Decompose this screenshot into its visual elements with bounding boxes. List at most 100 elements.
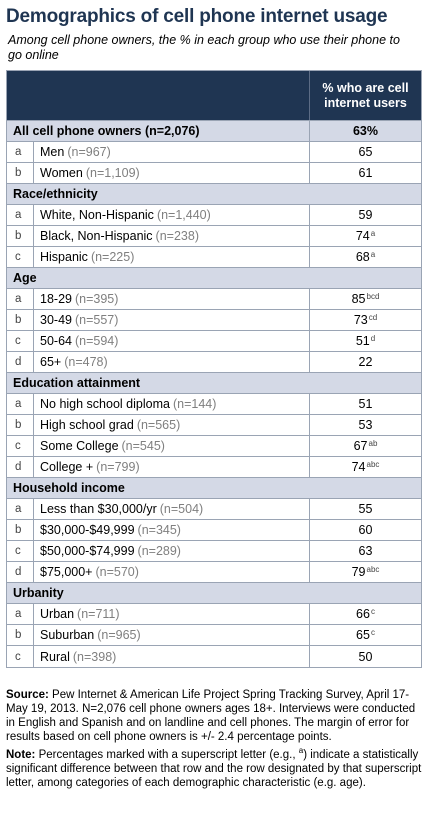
row-value: 53	[358, 418, 373, 432]
significance-superscript: d	[370, 333, 376, 343]
row-label: Some College	[40, 439, 119, 453]
row-value: 74	[351, 460, 366, 474]
table-row: a Men (n=967) 65	[7, 142, 421, 163]
significance-superscript: abc	[366, 459, 380, 469]
row-value: 51	[355, 334, 370, 348]
significance-superscript: abc	[366, 564, 380, 574]
row-label: No high school diploma	[40, 397, 170, 411]
row-label-cell: Hispanic (n=225)	[34, 247, 309, 267]
row-value-cell: 73 cd	[309, 310, 421, 330]
row-label-cell: 65+ (n=478)	[34, 352, 309, 372]
table-header: % who are cell internet users	[7, 71, 421, 121]
row-label-cell: $50,000-$74,999 (n=289)	[34, 541, 309, 561]
row-value-cell: 59	[309, 205, 421, 225]
row-value: 63	[358, 544, 373, 558]
row-label-cell: Some College (n=545)	[34, 436, 309, 456]
table-row: b Women (n=1,109) 61	[7, 163, 421, 184]
row-label: College +	[40, 460, 94, 474]
row-value: 74	[355, 229, 370, 243]
row-letter: d	[7, 457, 34, 477]
table-row: c $50,000-$74,999 (n=289) 63	[7, 541, 421, 562]
table-body: a Men (n=967) 65 b Women (n=1,109) 61 Race/ethni…	[7, 142, 421, 667]
row-label-cell: Black, Non-Hispanic (n=238)	[34, 226, 309, 246]
row-label: $50,000-$74,999	[40, 544, 135, 558]
row-value: 79	[351, 565, 366, 579]
table-row: d College + (n=799) 74 abc	[7, 457, 421, 478]
row-letter: a	[7, 499, 34, 519]
row-value-cell: 22	[309, 352, 421, 372]
row-label-cell: Suburban (n=965)	[34, 625, 309, 645]
significance-superscript: a	[370, 228, 376, 238]
row-value-cell: 50	[309, 646, 421, 667]
section-header-row: Age	[7, 268, 421, 289]
row-sample-size: (n=144)	[172, 397, 217, 411]
row-sample-size: (n=570)	[95, 565, 139, 579]
significance-superscript: a	[370, 249, 376, 259]
row-value: 65	[358, 145, 373, 159]
row-letter: b	[7, 310, 34, 330]
total-label: All cell phone owners (n=2,076)	[13, 124, 200, 138]
row-letter: c	[7, 331, 34, 351]
row-value: 68	[355, 250, 370, 264]
row-value: 65	[356, 628, 370, 642]
row-value-cell: 60	[309, 520, 421, 540]
row-label: Urban	[40, 607, 75, 621]
row-sample-size: (n=238)	[155, 229, 199, 243]
table-row: a 18-29 (n=395) 85 bcd	[7, 289, 421, 310]
row-sample-size: (n=711)	[77, 607, 120, 621]
row-value: 61	[358, 166, 373, 180]
row-label: Men	[40, 145, 65, 159]
row-letter: b	[7, 226, 34, 246]
row-label-cell: White, Non-Hispanic (n=1,440)	[34, 205, 309, 225]
data-table: % who are cell internet users All cell p…	[6, 70, 422, 668]
row-value-cell: 51	[309, 394, 421, 414]
row-value-cell: 74 a	[309, 226, 421, 246]
row-value: 55	[358, 502, 373, 516]
table-row: c 50-64 (n=594) 51 d	[7, 331, 421, 352]
row-letter: a	[7, 205, 34, 225]
section-header-row: Race/ethnicity	[7, 184, 421, 205]
row-value-cell: 53	[309, 415, 421, 435]
row-letter: b	[7, 520, 34, 540]
row-value-cell: 55	[309, 499, 421, 519]
row-letter: a	[7, 289, 34, 309]
row-label-cell: College + (n=799)	[34, 457, 309, 477]
table-row: c Hispanic (n=225) 68 a	[7, 247, 421, 268]
chart-subtitle: Among cell phone owners, the % in each g…	[8, 33, 400, 62]
note-label: Note:	[6, 748, 36, 761]
row-sample-size: (n=594)	[74, 334, 119, 348]
source-text: Pew Internet & American Life Project Spr…	[6, 689, 416, 743]
significance-superscript: bcd	[366, 291, 380, 301]
row-label: Women	[40, 166, 83, 180]
row-value: 50	[358, 649, 373, 664]
row-letter: c	[7, 646, 34, 667]
row-label: Rural	[40, 649, 70, 664]
source-note: Source: Pew Internet & American Life Pro…	[6, 688, 424, 744]
row-label-cell: $75,000+ (n=570)	[34, 562, 309, 582]
row-value-cell: 65	[309, 142, 421, 162]
row-label: White, Non-Hispanic	[40, 208, 154, 222]
note-text-before: Percentages marked with a superscript le…	[38, 748, 299, 761]
table-row: a Urban (n=711) 66 c	[7, 604, 421, 625]
row-label: Suburban	[40, 628, 95, 642]
total-value: 63%	[309, 121, 421, 141]
row-value: 60	[358, 523, 373, 537]
row-label-cell: 30-49 (n=557)	[34, 310, 309, 330]
row-label-cell: Less than $30,000/yr (n=504)	[34, 499, 309, 519]
significance-superscript: cd	[368, 312, 378, 322]
note-text-after: ) indicate a statistically significant d…	[6, 748, 422, 789]
row-label-cell: Men (n=967)	[34, 142, 309, 162]
row-value-cell: 68 a	[309, 247, 421, 267]
row-letter: c	[7, 541, 34, 561]
row-value-cell: 67 ab	[309, 436, 421, 456]
chart-title: Demographics of cell phone internet usag…	[6, 6, 388, 27]
row-sample-size: (n=545)	[121, 439, 165, 453]
table-row: c Rural (n=398) 50	[7, 646, 421, 667]
row-letter: b	[7, 163, 34, 183]
section-title: Age	[13, 271, 37, 285]
note-sup: a	[298, 746, 304, 755]
total-row: All cell phone owners (n=2,076) 63%	[7, 121, 421, 142]
table-row: d $75,000+ (n=570) 79 abc	[7, 562, 421, 583]
significance-superscript: ab	[368, 438, 378, 448]
footer-notes: Source: Pew Internet & American Life Pro…	[6, 688, 424, 790]
